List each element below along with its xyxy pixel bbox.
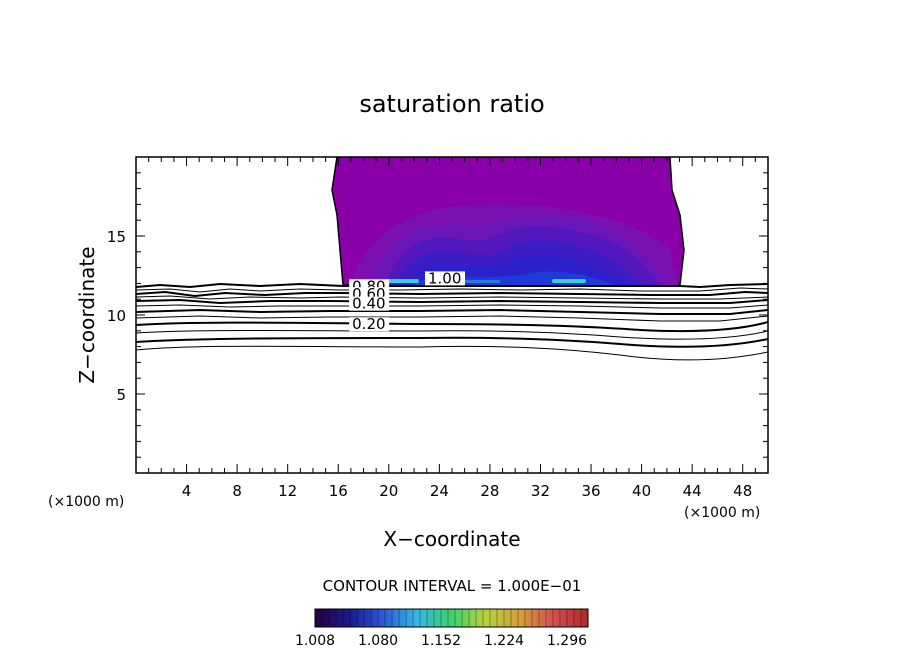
colorbar-tick-label: 1.080	[358, 633, 398, 649]
contour-label-group: 1.000.800.600.400.20	[349, 269, 465, 333]
contour-line-020	[136, 336, 768, 348]
supersat-highlight-2	[552, 279, 586, 283]
x-tick-label: 32	[531, 482, 550, 500]
x-tick-label: 16	[329, 482, 348, 500]
x-tick-label: 8	[232, 482, 242, 500]
contour-label: 0.40	[352, 295, 385, 313]
contour-interval-text: CONTOUR INTERVAL = 1.000E−01	[323, 577, 582, 595]
x-unit-right: (×1000 m)	[684, 505, 760, 521]
x-tick-label: 20	[379, 482, 398, 500]
contour-line-070	[136, 304, 768, 309]
contour-line-060	[136, 308, 768, 315]
contour-line-050	[136, 315, 768, 322]
contour-line-100	[136, 282, 768, 289]
contour-label: 0.20	[352, 315, 385, 333]
y-tick-label: 10	[107, 307, 126, 325]
x-unit-left: (×1000 m)	[48, 494, 124, 510]
contour-line-030	[136, 330, 768, 340]
x-tick-label: 28	[480, 482, 499, 500]
contour-fill-group	[331, 157, 685, 286]
x-tick-label: 40	[632, 482, 651, 500]
contour-line-080	[136, 298, 768, 305]
y-tick-label: 5	[116, 386, 126, 404]
x-tick-label: 48	[733, 482, 752, 500]
colorbar-segments	[321, 609, 582, 627]
colorbar	[314, 608, 589, 628]
colorbar-tick-label: 1.296	[547, 633, 587, 649]
chart-title: saturation ratio	[359, 90, 544, 118]
contour-label-bg	[349, 296, 390, 311]
x-tick-label: 12	[278, 482, 297, 500]
x-tick-label: 24	[430, 482, 449, 500]
contour-line-010	[136, 345, 768, 361]
contour-line-040	[136, 321, 768, 333]
contour-label-bg	[349, 317, 390, 332]
contour-line-085	[136, 295, 768, 300]
x-tick-label: 36	[581, 482, 600, 500]
contour-line-095	[136, 287, 768, 293]
y-tick-label: 15	[107, 228, 126, 246]
x-tick-label: 4	[182, 482, 192, 500]
ticks-group	[136, 157, 768, 473]
colorbar-tick-label: 1.008	[295, 633, 335, 649]
colorbar-tick-label: 1.152	[421, 633, 461, 649]
contour-line-090	[136, 290, 768, 298]
contour-lines	[136, 282, 768, 361]
y-axis-label: Z−coordinate	[75, 246, 99, 383]
colorbar-tick-labels: 1.008 1.080 1.152 1.224 1.296	[295, 633, 587, 649]
supersat-highlight-3	[440, 280, 500, 283]
x-tick-label: 44	[683, 482, 702, 500]
contour-label: 1.00	[428, 269, 461, 287]
x-axis-label: X−coordinate	[383, 527, 520, 551]
supersat-highlight-1	[385, 279, 419, 283]
contour-label-bg	[424, 271, 465, 286]
colorbar-tick-label: 1.224	[484, 633, 524, 649]
